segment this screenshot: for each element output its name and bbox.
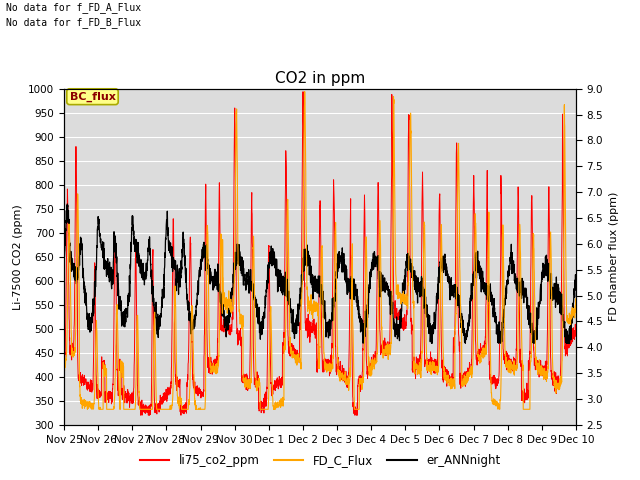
Y-axis label: Li-7500 CO2 (ppm): Li-7500 CO2 (ppm) [13, 204, 22, 310]
Y-axis label: FD chamber flux (ppm): FD chamber flux (ppm) [609, 192, 619, 322]
Text: BC_flux: BC_flux [70, 92, 115, 102]
Title: CO2 in ppm: CO2 in ppm [275, 71, 365, 86]
Text: No data for f_FD_A_Flux: No data for f_FD_A_Flux [6, 2, 141, 13]
Legend: li75_co2_ppm, FD_C_Flux, er_ANNnight: li75_co2_ppm, FD_C_Flux, er_ANNnight [135, 449, 505, 472]
Text: No data for f_FD_B_Flux: No data for f_FD_B_Flux [6, 17, 141, 28]
